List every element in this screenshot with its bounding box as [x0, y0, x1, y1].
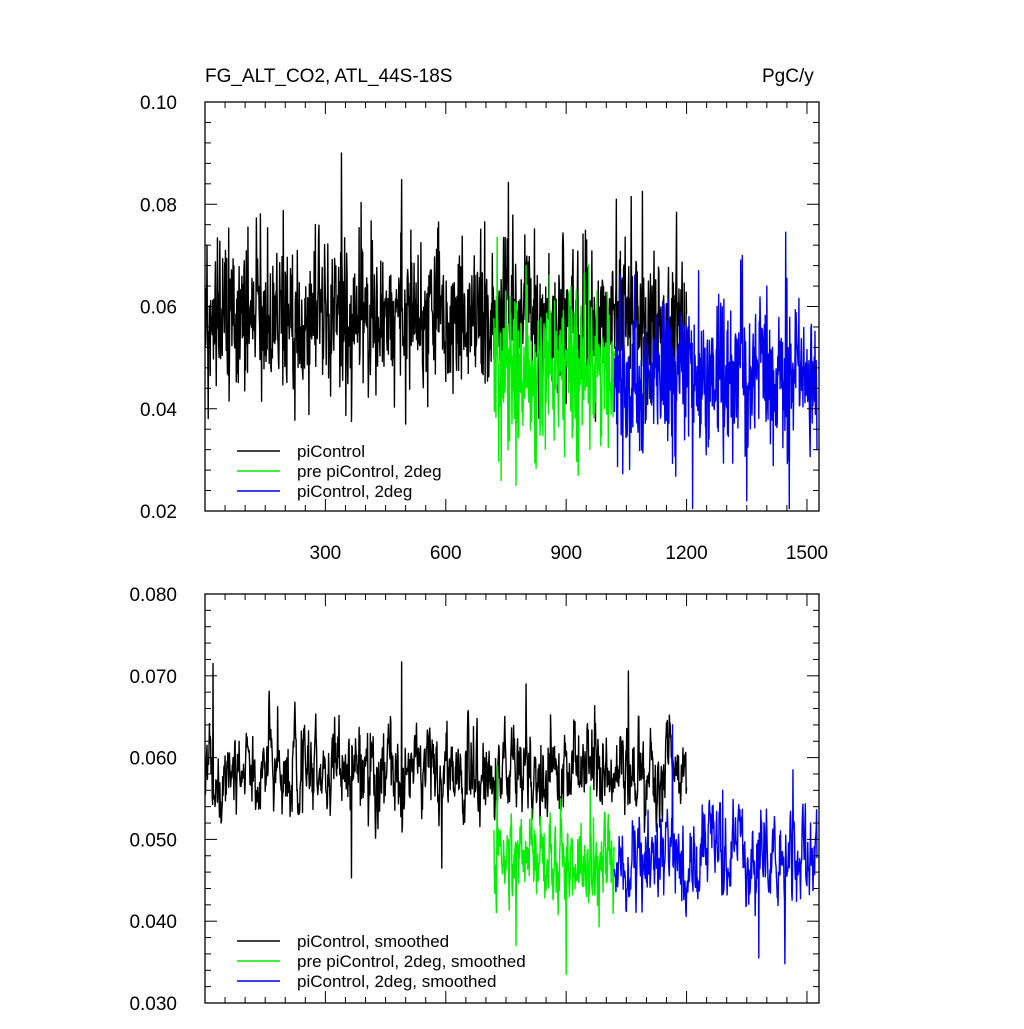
chart-title: FG_ALT_CO2, ATL_44S-18S: [205, 66, 453, 87]
plot-frame: [204, 593, 820, 1004]
legend-label: pre piControl, 2deg: [297, 462, 442, 481]
x-tick-label: 600: [430, 543, 462, 564]
series-line-1: [204, 152, 688, 425]
y-tick-label: 0.08: [140, 195, 177, 216]
y-tick-label: 0.050: [129, 830, 177, 851]
legend-label: piControl, 2deg: [297, 482, 412, 501]
legend-label: piControl, smoothed: [297, 932, 449, 951]
x-tick-label: 300: [310, 543, 342, 564]
y-tick-label: 0.030: [129, 994, 177, 1015]
y-tick-label: 0.040: [129, 912, 177, 933]
series-line-1: [204, 661, 688, 879]
series-line-2: [493, 765, 616, 976]
y-tick-label: 0.080: [129, 585, 177, 606]
y-tick-label: 0.060: [129, 749, 177, 770]
y-tick-label: 0.06: [140, 298, 177, 319]
x-tick-label: 1200: [665, 543, 707, 564]
x-tick-label: 1500: [786, 543, 828, 564]
series-line-3: [613, 724, 818, 965]
legend-label: piControl: [297, 442, 365, 461]
y-tick-label: 0.04: [140, 400, 177, 421]
series-line-2: [493, 236, 616, 487]
y-tick-label: 0.02: [140, 502, 177, 523]
units-label: PgC/y: [762, 66, 814, 87]
legend-label: pre piControl, 2deg, smoothed: [297, 952, 526, 971]
series-line-3: [613, 231, 818, 510]
x-tick-label: 900: [550, 543, 582, 564]
panel-1: 0.02 0.04 0.06 0.08 0.10 300 600 900 1200 1500 piC…: [140, 93, 828, 564]
panel-2: 0.030 0.040 0.050 0.060 0.070 0.080 piControl,…: [129, 585, 820, 1015]
legend-label: piControl, 2deg, smoothed: [297, 972, 496, 991]
y-tick-label: 0.070: [129, 667, 177, 688]
y-tick-label: 0.10: [140, 93, 177, 114]
